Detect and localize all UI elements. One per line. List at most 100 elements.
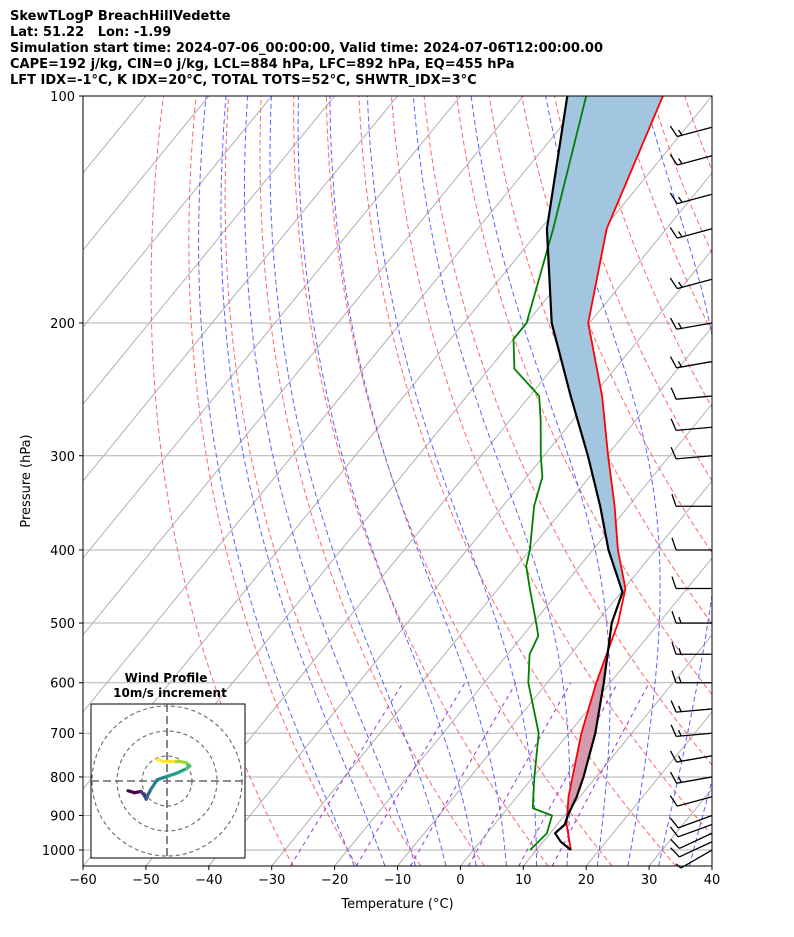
wind-barb — [670, 447, 713, 460]
wind-barb-flag — [669, 227, 678, 239]
wind-barb-shaft — [679, 841, 713, 858]
wind-barb — [671, 576, 712, 590]
wind-barb — [670, 724, 713, 738]
wind-barb-shaft — [677, 126, 713, 138]
mixing-ratio-line — [518, 682, 619, 866]
wind-barb-flag — [669, 192, 678, 204]
wind-barb-shaft — [676, 776, 713, 784]
isotherm-line — [522, 634, 712, 866]
x-tick-label: −20 — [321, 873, 348, 888]
isotherm-line — [83, 96, 587, 713]
wind-barb-flag — [671, 537, 677, 551]
wind-barb — [670, 841, 713, 858]
wind-barb-flag — [669, 317, 678, 330]
wind-barb-flag — [669, 795, 678, 807]
wind-barb-shaft — [676, 708, 713, 713]
wind-barb-flag — [669, 356, 678, 369]
wind-barb — [671, 537, 712, 551]
x-tick-label: −60 — [69, 873, 96, 888]
moist-adiabat-line — [470, 96, 611, 866]
wind-barb-shaft — [676, 322, 713, 330]
hodograph-trace — [165, 771, 179, 779]
wind-barb-half — [678, 158, 683, 165]
wind-barb-flag — [669, 277, 678, 289]
y-tick-label: 400 — [50, 544, 75, 559]
wind-barb-flag — [670, 418, 677, 431]
isotherm-line — [711, 865, 712, 866]
moist-adiabat-line — [643, 96, 712, 866]
wind-barb-shaft — [677, 278, 713, 290]
cape-fill — [546, 96, 663, 595]
moist-adiabat-line — [220, 96, 386, 866]
wind-barb-half — [677, 776, 683, 783]
mixing-ratio-line — [409, 682, 517, 866]
wind-barb-shaft — [676, 755, 713, 763]
wind-barb — [669, 154, 713, 166]
wind-barb-flag — [671, 670, 677, 683]
isotherm-line — [83, 96, 335, 405]
wind-barb-flag — [670, 847, 680, 858]
moist-adiabat-line — [688, 778, 712, 866]
wind-barb-flag — [669, 771, 678, 784]
wind-barb — [671, 642, 712, 655]
wind-barb-flag — [669, 826, 679, 838]
wind-barb-half — [677, 755, 683, 762]
wind-barb-shaft — [677, 796, 713, 807]
dry-adiabat-line — [293, 96, 549, 866]
wind-barb — [670, 418, 713, 432]
isotherm-line — [83, 96, 273, 328]
params-text: CAPE=192 j/kg, CIN=0 j/kg, LCL=884 hPa, … — [10, 57, 515, 72]
x-tick-label: 0 — [456, 873, 464, 888]
x-tick-label: −30 — [258, 873, 285, 888]
chart-header: SkewTLogP BreachHillVedette Lat: 51.22 L… — [10, 9, 603, 89]
isotherm-line — [775, 96, 794, 866]
wind-barb-flag — [670, 447, 677, 460]
wind-barb — [669, 192, 713, 205]
moist-adiabat-line — [269, 96, 447, 866]
x-tick-label: −40 — [195, 873, 222, 888]
hodograph-subtitle: 10m/s increment — [113, 686, 227, 700]
y-tick-label: 700 — [50, 727, 75, 742]
dry-adiabat-line — [456, 96, 712, 696]
wind-barb-flag — [671, 576, 677, 589]
y-tick-label: 1000 — [42, 844, 75, 859]
dry-adiabat-line — [188, 96, 358, 866]
wind-barb-half — [678, 705, 682, 712]
x-tick-label: 20 — [578, 873, 595, 888]
wind-barb-flag — [670, 387, 677, 400]
wind-barb-shaft — [677, 814, 713, 829]
moist-adiabat-line — [329, 96, 507, 866]
isotherm-line — [460, 557, 712, 866]
isotherm-line — [208, 249, 712, 866]
y-tick-label: 500 — [50, 617, 75, 632]
dry-adiabat-line — [651, 96, 712, 255]
wind-barb-flag — [669, 125, 678, 137]
y-tick-label: 200 — [50, 317, 75, 332]
wind-barb — [669, 125, 713, 138]
wind-barb-shaft — [676, 395, 713, 400]
y-tick-label: 900 — [50, 810, 75, 825]
wind-barb-shaft — [677, 155, 713, 166]
hodograph-trace — [175, 767, 189, 775]
isotherm-line — [83, 96, 524, 636]
moist-adiabat-line — [297, 96, 477, 866]
y-tick-label: 300 — [50, 450, 75, 465]
chart-title: SkewTLogP BreachHillVedette — [10, 9, 231, 24]
wind-barb-flag — [671, 610, 677, 624]
dry-adiabat-line — [488, 96, 712, 625]
dry-adiabat-line — [717, 96, 794, 866]
hodograph-trace — [155, 757, 166, 764]
y-tick-label: 600 — [50, 677, 75, 692]
wind-barb-half — [678, 231, 683, 238]
isotherm-line — [648, 788, 712, 866]
moist-adiabat-line — [244, 96, 416, 866]
location-text: Lat: 51.22 Lon: -1.99 — [10, 25, 172, 40]
y-axis-label: Pressure (hPa) — [19, 434, 34, 527]
wind-barb-shaft — [676, 732, 713, 738]
indices-text: LFT IDX=-1°C, K IDX=20°C, TOTAL TOTS=52°… — [10, 73, 477, 88]
wind-barb-shaft — [679, 832, 713, 850]
x-tick-label: 40 — [704, 873, 721, 888]
x-tick-label: 10 — [515, 873, 532, 888]
hodograph-trace — [149, 778, 159, 792]
isotherm-line — [334, 403, 712, 866]
